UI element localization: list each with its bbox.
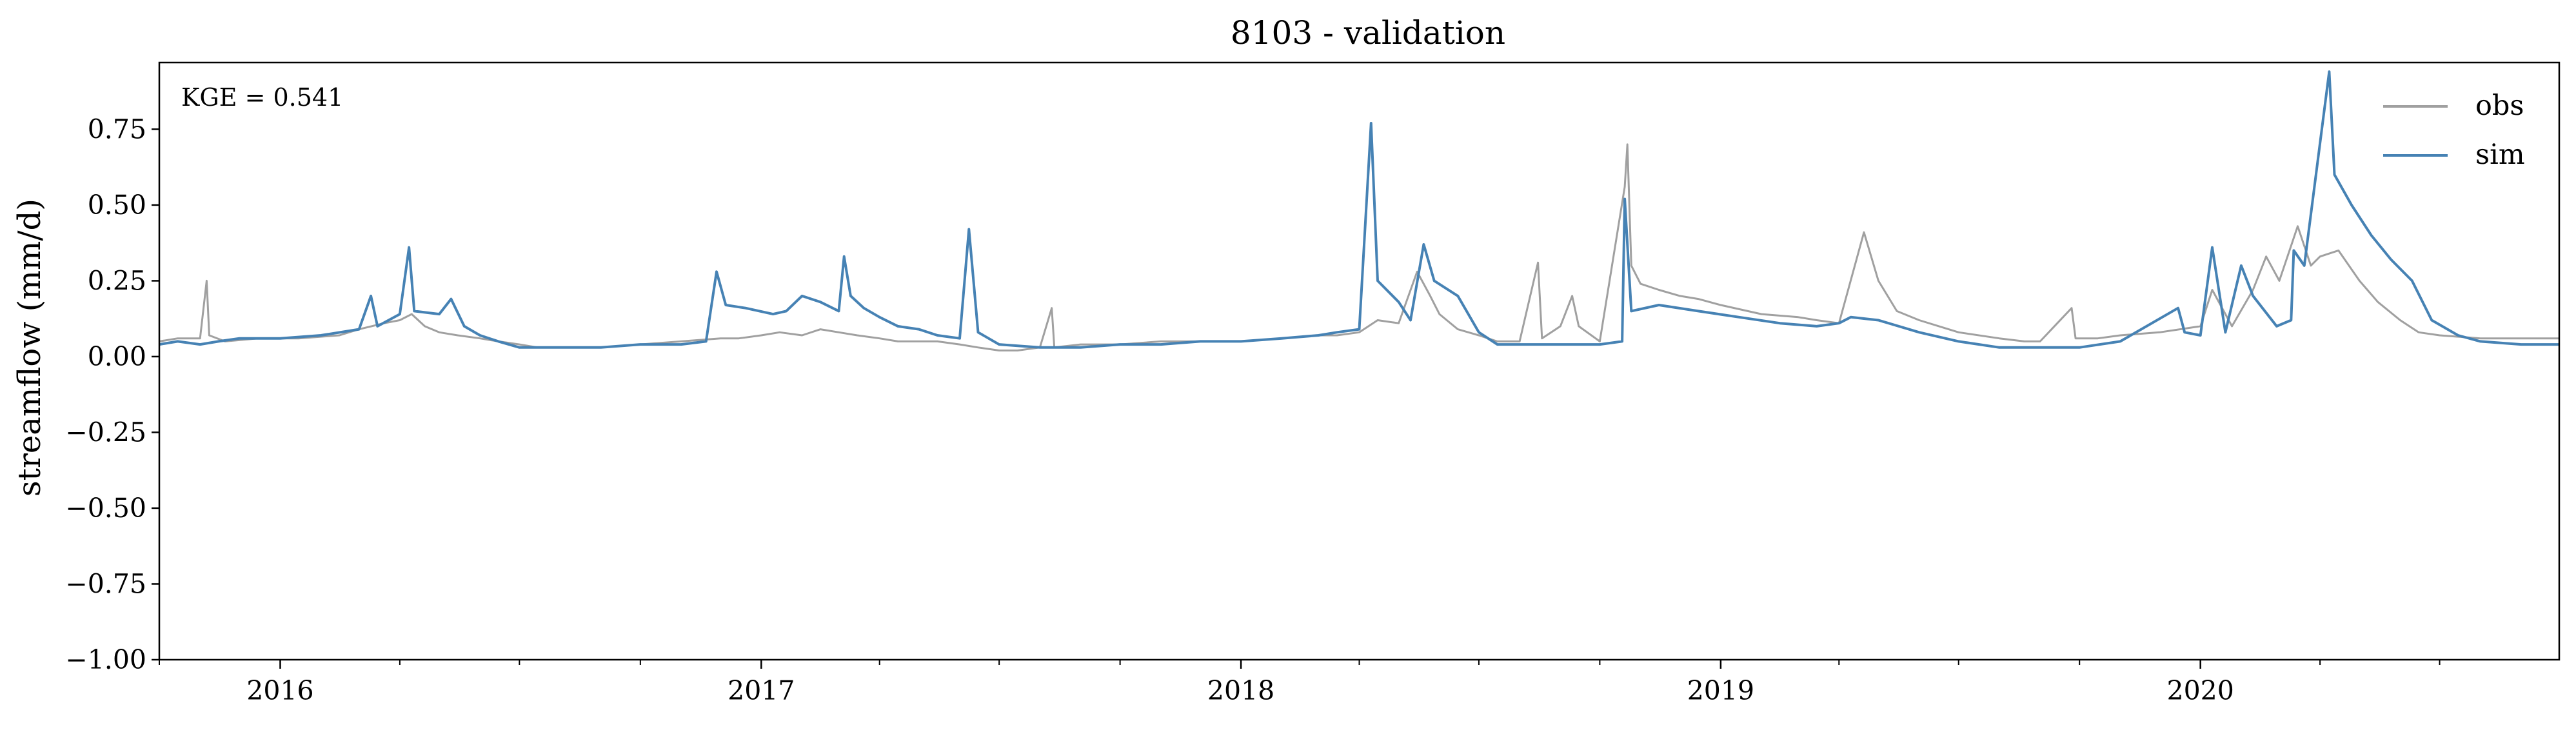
y-tick-label: 0.25: [88, 265, 146, 296]
legend-label-obs: obs: [2475, 90, 2524, 122]
chart-title: 8103 - validation: [1231, 14, 1505, 52]
y-tick-label: −0.50: [65, 493, 146, 524]
legend: obs sim: [2383, 90, 2525, 171]
y-tick-label: 0.50: [88, 190, 146, 221]
legend-label-sim: sim: [2475, 139, 2525, 171]
y-tick-label: −0.25: [65, 417, 146, 448]
y-tick-label: −0.75: [65, 568, 146, 599]
x-tick-label: 2019: [1687, 675, 1754, 706]
y-tick-label: 0.00: [88, 341, 146, 372]
y-tick-label: −1.00: [65, 644, 146, 675]
series-layer: [159, 70, 2559, 351]
x-tick-label: 2020: [2167, 675, 2234, 706]
kge-annotation: KGE = 0.541: [181, 83, 343, 112]
series-line-sim: [159, 70, 2559, 349]
x-tick-label: 2018: [1207, 675, 1274, 706]
y-axis-label: streamflow (mm/d): [12, 199, 48, 497]
x-tick-label: 2016: [246, 675, 313, 706]
series-line-obs: [159, 143, 2559, 351]
y-tick-label: 0.75: [88, 113, 146, 144]
x-tick-label: 2017: [728, 675, 795, 706]
axis-layer: −1.00 −0.75 −0.50 −0.25 0.00 0.25 0.50 0.75 2016…: [65, 113, 2441, 706]
plot-frame: [158, 61, 2561, 661]
